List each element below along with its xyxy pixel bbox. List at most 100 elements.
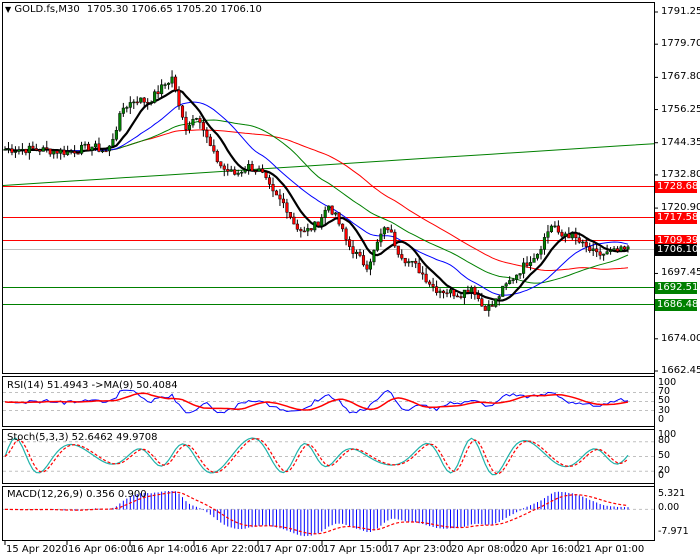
time-tick-label: 16 Apr 06:00 <box>68 544 134 555</box>
candle <box>125 105 129 113</box>
candle <box>173 74 178 93</box>
candle <box>267 174 272 189</box>
candle <box>609 247 613 255</box>
candle <box>511 277 515 284</box>
level-price-tag: 1692.51 <box>655 281 699 294</box>
candle <box>553 221 557 229</box>
candle <box>13 146 17 158</box>
candle <box>121 102 125 117</box>
macd-title: MACD(12,26,9) 0.356 0.900 <box>7 489 147 500</box>
candle <box>27 142 31 160</box>
candle <box>525 256 529 268</box>
candle <box>480 292 484 307</box>
candle <box>476 290 480 302</box>
time-tick-label: 15 Apr 2020 <box>6 544 68 555</box>
candle <box>191 115 195 128</box>
candle <box>508 276 512 285</box>
candle <box>542 233 547 255</box>
candle <box>421 266 425 280</box>
main-chart-panel[interactable] <box>2 2 655 374</box>
candle <box>128 96 132 114</box>
rsi-axis-50: 50 <box>658 395 671 406</box>
time-tick-label: 16 Apr 14:00 <box>131 544 197 555</box>
candle <box>598 247 602 260</box>
rsi-axis-100: 100 <box>658 377 677 388</box>
candle <box>382 226 386 240</box>
candle <box>515 274 519 284</box>
candle <box>414 258 418 269</box>
candle <box>257 165 261 172</box>
candle <box>407 258 411 267</box>
candle <box>170 70 174 88</box>
candle <box>292 212 296 225</box>
candle <box>368 258 372 276</box>
candle <box>501 285 505 297</box>
axis-ticks <box>4 2 658 545</box>
candle <box>354 249 359 259</box>
candle <box>351 240 355 259</box>
candle <box>619 245 623 253</box>
level-price-tag: 1728.68 <box>655 180 699 193</box>
collapse-triangle-icon[interactable]: ▼ <box>5 5 12 14</box>
candle <box>100 148 105 154</box>
candle <box>201 117 205 137</box>
candle <box>348 236 352 251</box>
candle <box>139 97 143 104</box>
candle <box>389 224 393 233</box>
candle <box>393 229 397 248</box>
candle <box>466 285 470 294</box>
candle <box>104 148 108 153</box>
stoch-axis-80: 80 <box>658 435 671 446</box>
candle <box>532 253 536 263</box>
candle <box>90 146 94 156</box>
candle <box>428 279 432 287</box>
candle <box>264 171 268 180</box>
macd-axis-zero: 0.00 <box>658 502 680 513</box>
candle <box>546 224 550 244</box>
candle <box>504 282 508 291</box>
candle <box>17 146 21 155</box>
candle <box>187 121 192 134</box>
candle <box>233 166 237 176</box>
price-tick-label: 1756.25 <box>661 103 700 115</box>
candle <box>396 245 400 258</box>
candle <box>107 145 111 157</box>
candle <box>142 96 146 108</box>
candle <box>198 115 202 129</box>
macd-axis-max: 5.321 <box>658 488 686 499</box>
candle <box>403 257 407 267</box>
candle <box>455 293 460 298</box>
candle <box>622 245 627 251</box>
stoch-signal-line <box>4 437 629 475</box>
candle <box>62 145 66 158</box>
candle <box>435 280 439 296</box>
stoch-axis-20: 20 <box>658 465 671 476</box>
price-tick-label: 1674.00 <box>661 332 700 344</box>
candle <box>271 177 275 198</box>
candle <box>222 163 226 177</box>
candle <box>306 223 310 237</box>
candle <box>626 244 630 253</box>
candle <box>584 238 588 253</box>
macd-plot <box>3 491 654 537</box>
candle <box>299 227 303 238</box>
candle <box>372 249 376 266</box>
candle <box>417 257 421 274</box>
candle <box>316 221 320 228</box>
candle <box>535 253 540 261</box>
candle <box>160 79 164 99</box>
candle <box>612 246 616 252</box>
price-tick-label: 1697.45 <box>661 267 700 279</box>
candle <box>132 99 136 110</box>
candle <box>452 289 456 300</box>
candle <box>574 227 578 245</box>
candle <box>424 267 428 284</box>
candle <box>400 249 404 261</box>
candle <box>55 149 59 159</box>
candle <box>10 144 14 156</box>
candle <box>167 82 171 90</box>
symbol-label: GOLD.fs,M30 <box>14 4 80 15</box>
candle <box>490 300 494 307</box>
time-tick-label: 17 Apr 23:00 <box>387 544 453 555</box>
